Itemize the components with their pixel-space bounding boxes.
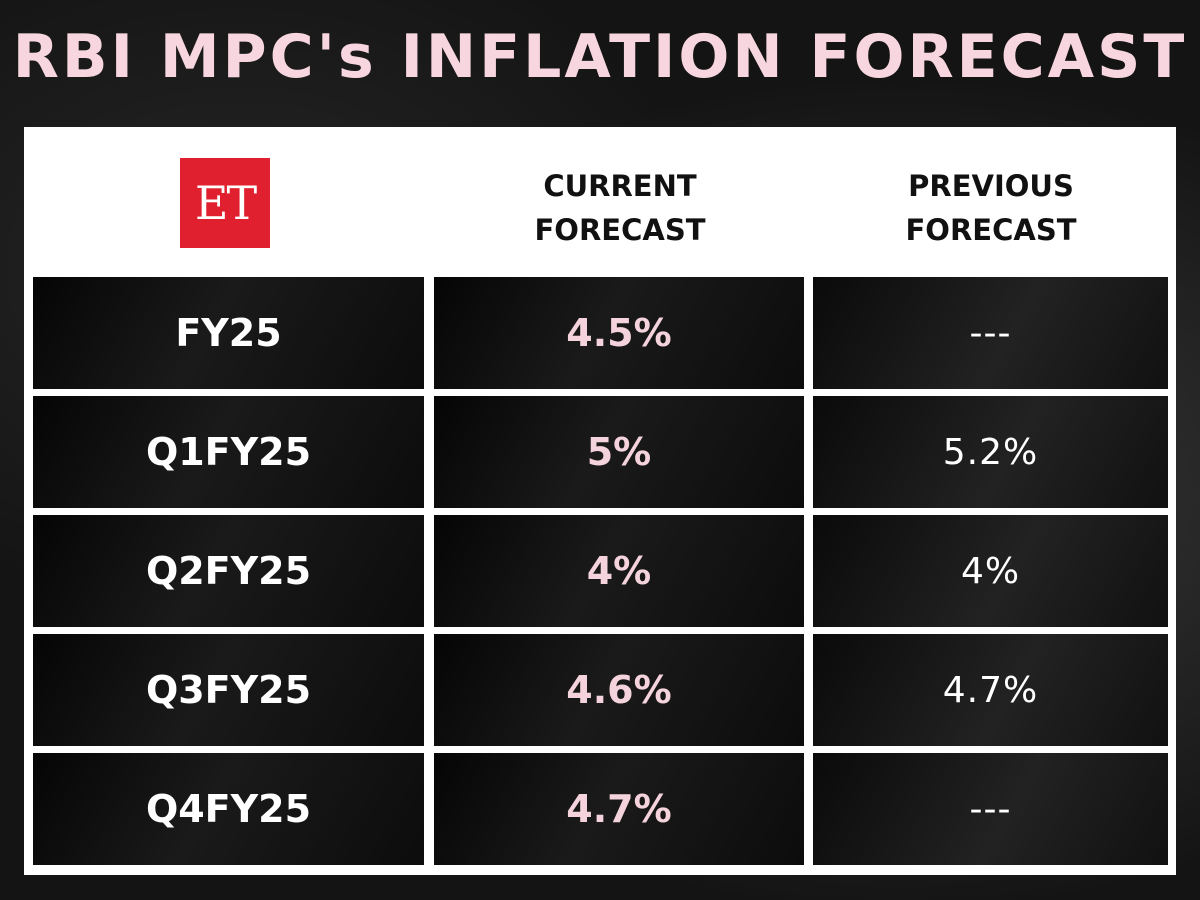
previous-forecast-cell: --- bbox=[813, 753, 1168, 865]
previous-forecast-value: 5.2% bbox=[942, 431, 1039, 473]
row-label: Q4FY25 bbox=[145, 787, 312, 831]
current-forecast-cell: 5% bbox=[434, 396, 804, 508]
row-label: Q1FY25 bbox=[145, 430, 312, 474]
current-forecast-value: 5% bbox=[586, 430, 652, 474]
row-label: FY25 bbox=[175, 311, 282, 355]
previous-forecast-value: --- bbox=[969, 312, 1012, 354]
current-forecast-cell: 4.5% bbox=[434, 277, 804, 389]
current-forecast-value: 4.5% bbox=[566, 311, 672, 355]
row-label-cell: Q1FY25 bbox=[33, 396, 424, 508]
row-label-cell: FY25 bbox=[33, 277, 424, 389]
forecast-table: ET CURRENT FORECAST PREVIOUS FORECAST FY… bbox=[24, 127, 1176, 875]
previous-forecast-value: 4% bbox=[960, 550, 1021, 592]
current-forecast-cell: 4.6% bbox=[434, 634, 804, 746]
previous-forecast-cell: 4% bbox=[813, 515, 1168, 627]
column-header-previous-line1: PREVIOUS bbox=[908, 169, 1074, 203]
column-header-current-line1: CURRENT bbox=[543, 169, 697, 203]
row-label: Q3FY25 bbox=[145, 668, 312, 712]
column-header-previous: PREVIOUS FORECAST bbox=[813, 163, 1169, 253]
previous-forecast-value: 4.7% bbox=[942, 669, 1039, 711]
previous-forecast-cell: 5.2% bbox=[813, 396, 1168, 508]
current-forecast-value: 4% bbox=[586, 549, 652, 593]
row-label-cell: Q2FY25 bbox=[33, 515, 424, 627]
row-label-cell: Q4FY25 bbox=[33, 753, 424, 865]
previous-forecast-cell: --- bbox=[813, 277, 1168, 389]
current-forecast-value: 4.6% bbox=[566, 668, 672, 712]
previous-forecast-value: --- bbox=[969, 788, 1012, 830]
current-forecast-cell: 4% bbox=[434, 515, 804, 627]
et-logo: ET bbox=[180, 158, 270, 248]
row-label-cell: Q3FY25 bbox=[33, 634, 424, 746]
row-label: Q2FY25 bbox=[145, 549, 312, 593]
current-forecast-value: 4.7% bbox=[566, 787, 672, 831]
page-title: RBI MPC's INFLATION FORECAST bbox=[12, 22, 1188, 92]
table-header-row: ET CURRENT FORECAST PREVIOUS FORECAST bbox=[24, 127, 1176, 277]
column-header-current-line2: FORECAST bbox=[534, 213, 706, 247]
column-header-current: CURRENT FORECAST bbox=[434, 163, 806, 253]
column-header-previous-line2: FORECAST bbox=[905, 213, 1077, 247]
current-forecast-cell: 4.7% bbox=[434, 753, 804, 865]
previous-forecast-cell: 4.7% bbox=[813, 634, 1168, 746]
